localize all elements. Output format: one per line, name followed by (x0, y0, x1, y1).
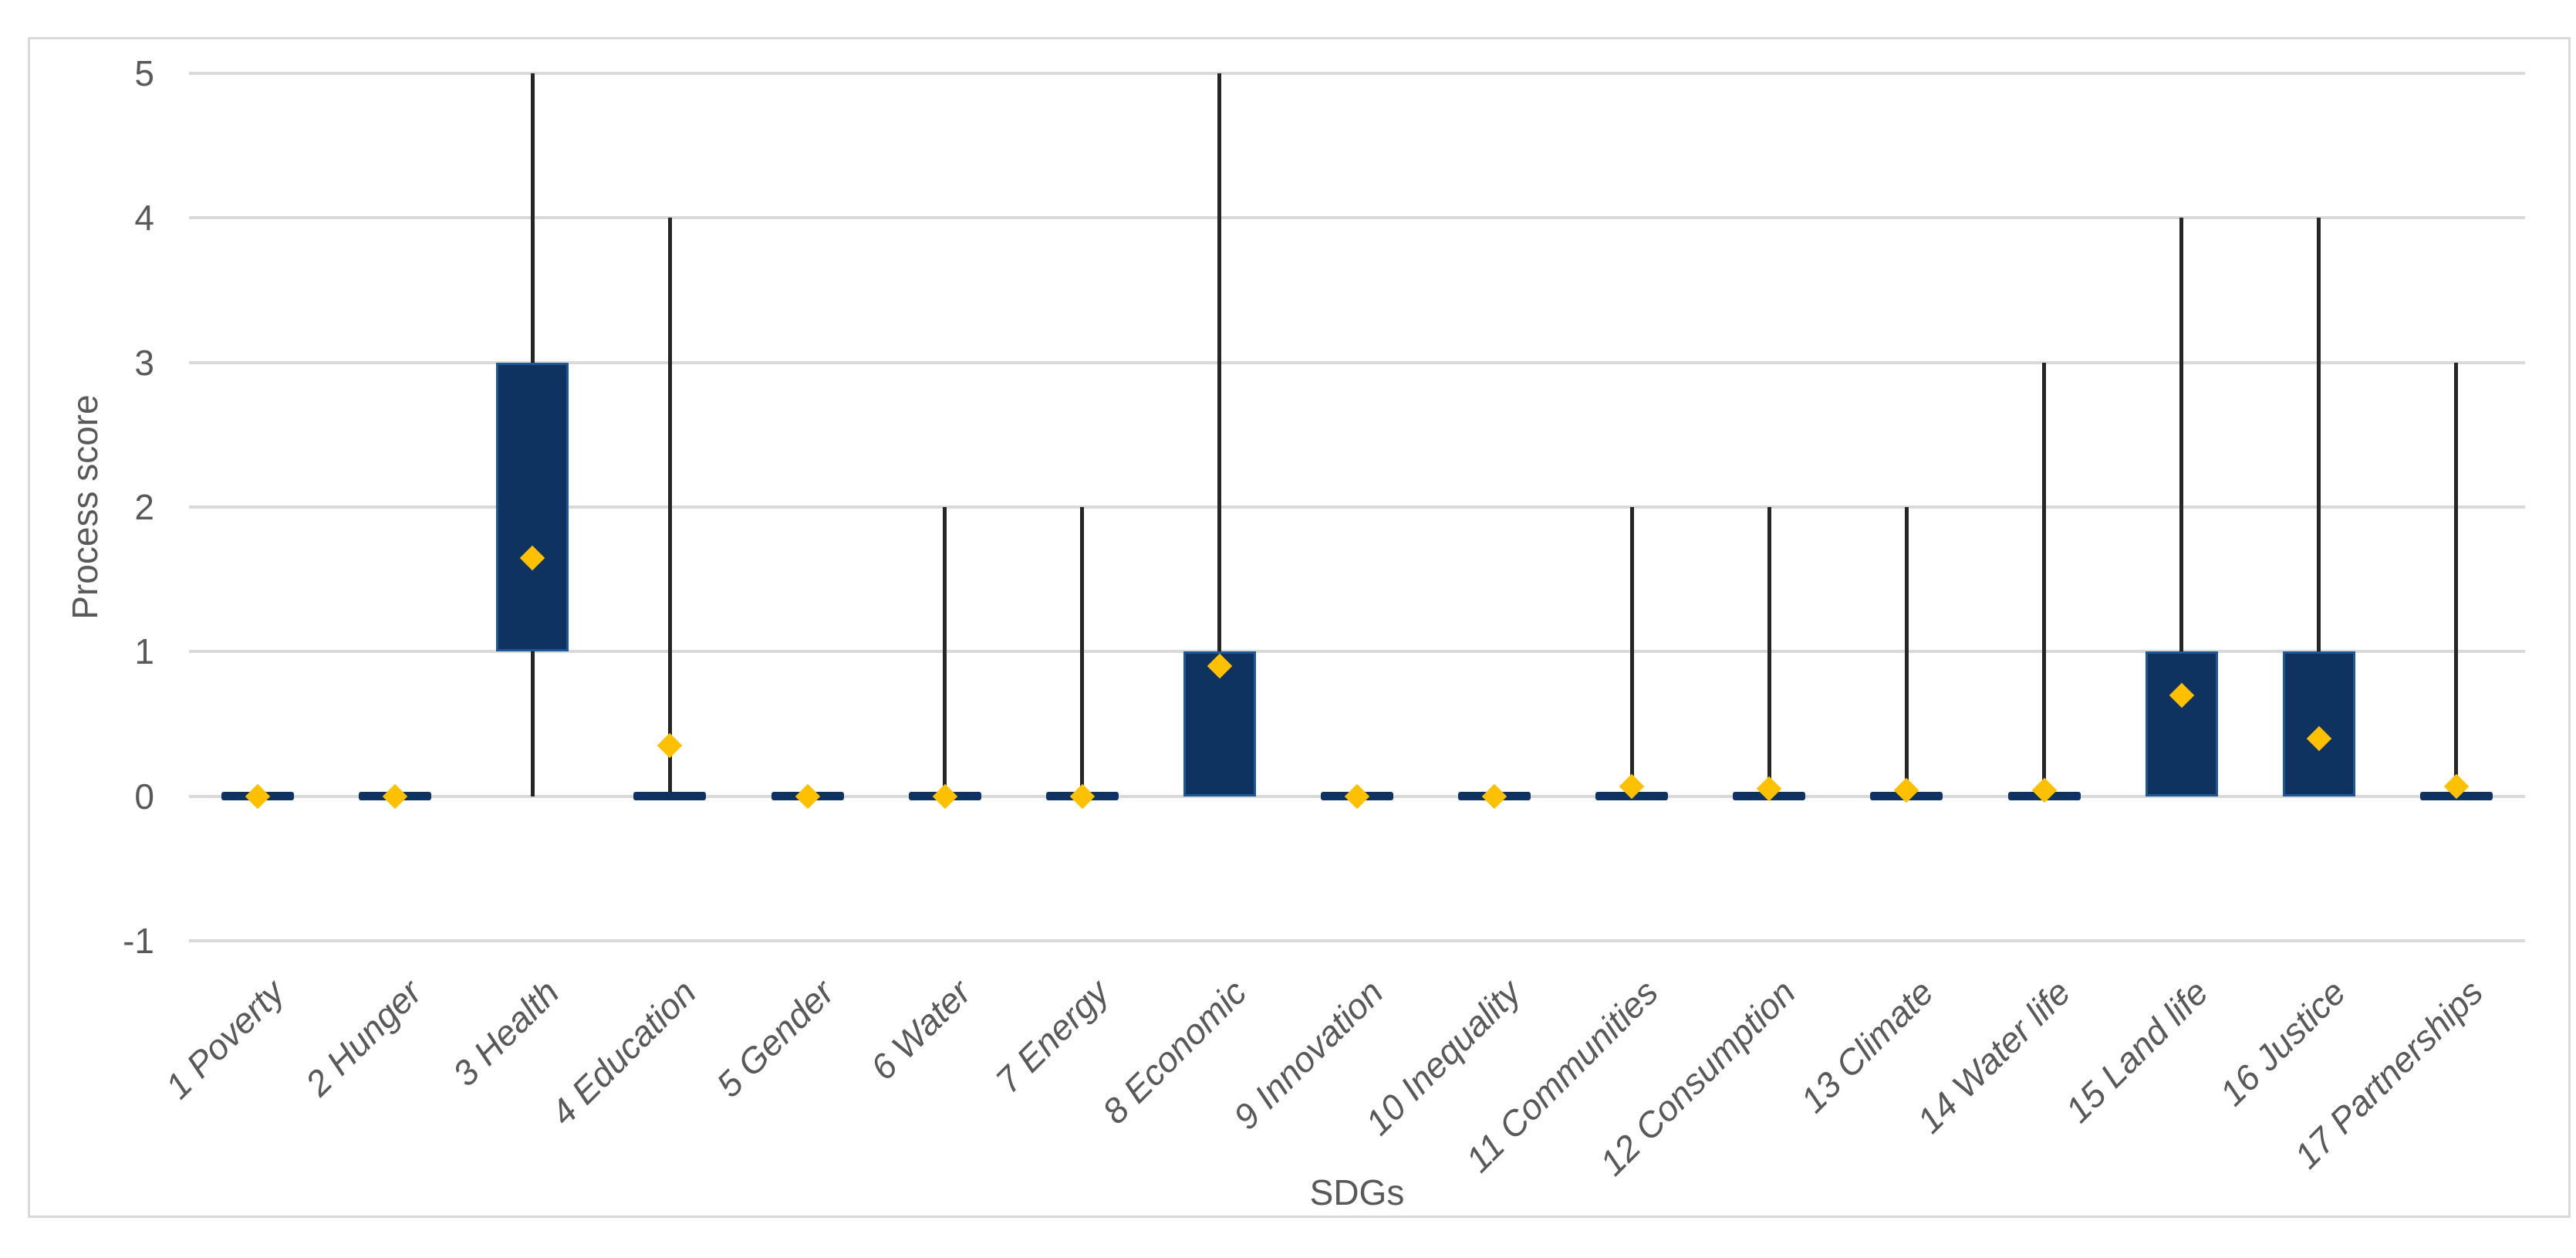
whisker-8 Economic (1217, 73, 1222, 796)
plot-area (189, 72, 2525, 942)
y-tick-label-5: 5 (134, 53, 154, 93)
gridline-y4 (189, 216, 2525, 220)
y-tick-label-3: 3 (134, 342, 154, 383)
box-4 Education (633, 792, 707, 801)
whisker-14 Water life (2042, 362, 2047, 796)
box-3 Health (496, 362, 569, 652)
whisker-6 Water (943, 507, 947, 796)
y-tick-label-1: 1 (134, 631, 154, 672)
y-tick-label-2: 2 (134, 487, 154, 527)
y-tick-label-4: 4 (134, 198, 154, 238)
gridline-y1 (189, 650, 2525, 654)
whisker-11 Communities (1629, 507, 1634, 796)
gridline-y3 (189, 360, 2525, 364)
mean-marker-4 Education (657, 732, 683, 759)
gridline-y-1 (189, 939, 2525, 942)
box-16 Justice (2282, 651, 2355, 796)
whisker-13 Climate (1904, 507, 1909, 796)
whisker-17 Partnerships (2454, 362, 2459, 796)
y-tick-label--1: -1 (123, 921, 154, 961)
box-15 Land life (2145, 651, 2218, 796)
whisker-7 Energy (1080, 507, 1085, 796)
y-tick-label-0: 0 (134, 776, 154, 817)
mean-marker-6 Water (932, 783, 957, 809)
whisker-4 Education (667, 218, 672, 796)
mean-marker-10 Inequality (1481, 783, 1507, 809)
gridline-y2 (189, 506, 2525, 509)
mean-marker-1 Poverty (245, 783, 271, 809)
mean-marker-5 Gender (795, 783, 820, 809)
mean-marker-7 Energy (1069, 783, 1096, 809)
mean-marker-9 Innovation (1344, 783, 1370, 809)
whisker-12 Consumption (1767, 507, 1771, 796)
mean-marker-2 Hunger (382, 783, 408, 809)
whisker-16 Justice (2317, 218, 2321, 796)
gridline-y5 (189, 72, 2525, 75)
chart-frame (28, 37, 2571, 1218)
whisker-15 Land life (2179, 218, 2184, 796)
x-axis-title: SDGs (1309, 1172, 1405, 1212)
